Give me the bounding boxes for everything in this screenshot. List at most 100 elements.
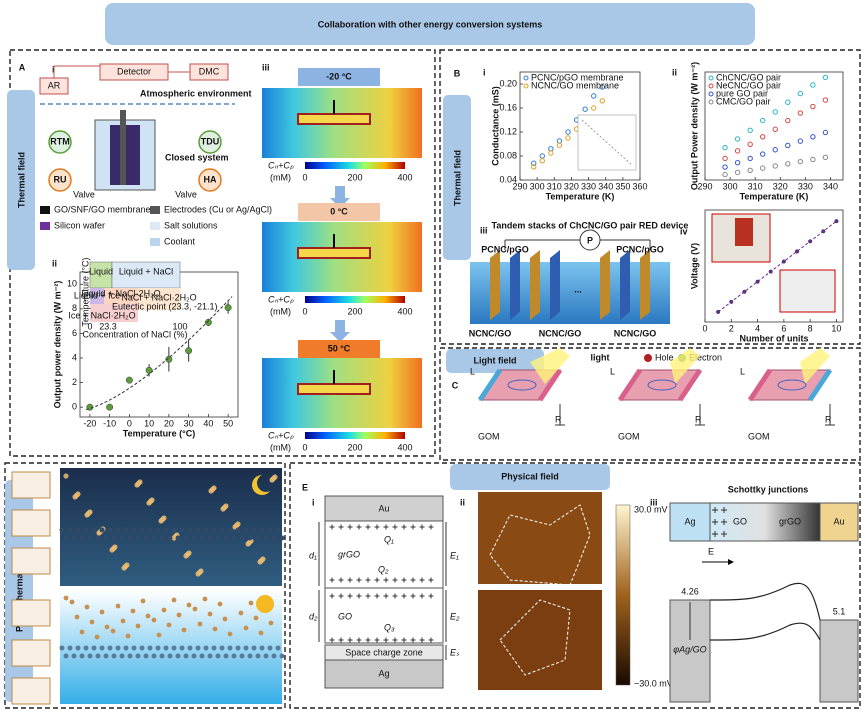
plus-sign xyxy=(410,577,416,583)
label: Eₛ xyxy=(450,647,460,657)
label: Q₂ xyxy=(378,564,389,574)
data-point xyxy=(797,158,804,165)
membrane-atom xyxy=(107,645,113,651)
label: Space charge zone xyxy=(345,647,423,657)
ion xyxy=(257,559,263,565)
legend-label: NeCNC/GO pair xyxy=(716,80,781,90)
label: 0 xyxy=(302,172,307,182)
data-point xyxy=(742,289,747,294)
membrane-atom xyxy=(111,653,117,659)
label: GO xyxy=(338,611,352,621)
label: ... xyxy=(574,284,582,294)
arrow xyxy=(330,320,350,342)
plus-sign xyxy=(392,593,398,599)
membrane-atom xyxy=(131,527,137,533)
sun xyxy=(256,595,274,613)
plus-sign xyxy=(365,524,371,530)
membrane-atom xyxy=(115,527,121,533)
membrane-atom xyxy=(227,645,233,651)
label: R xyxy=(695,414,702,424)
plus-sign xyxy=(365,637,371,643)
label: Eutectic point (23.3, -21.1) xyxy=(112,301,218,311)
flake-outline xyxy=(499,599,571,676)
membrane-atom xyxy=(175,653,181,659)
membrane xyxy=(640,250,650,320)
ion xyxy=(94,634,100,640)
membrane-atom xyxy=(99,645,105,651)
membrane-atom xyxy=(67,645,73,651)
data-point xyxy=(785,117,791,124)
label: E xyxy=(708,546,714,556)
plus-sign xyxy=(428,524,434,530)
data-point xyxy=(591,105,597,111)
membrane-atom xyxy=(71,535,77,541)
membrane-atom xyxy=(243,645,249,651)
data-point xyxy=(797,90,804,97)
membrane-atom xyxy=(63,653,69,659)
label: 0 °C xyxy=(330,206,348,216)
shape xyxy=(709,502,821,542)
plus-sign xyxy=(383,524,389,530)
membrane-atom xyxy=(171,527,177,533)
plus-sign xyxy=(329,577,335,583)
title-box xyxy=(105,3,755,45)
node xyxy=(198,130,222,154)
membrane-atom xyxy=(183,535,189,541)
ion xyxy=(268,620,274,626)
ion xyxy=(253,615,259,621)
label: GOM xyxy=(748,431,770,441)
ion xyxy=(166,622,172,628)
label: 100 xyxy=(172,321,187,331)
plus-sign xyxy=(401,593,407,599)
membrane-atom xyxy=(59,645,65,651)
y-tick-label: 0 xyxy=(72,402,77,412)
y-tick-label: 0.12 xyxy=(499,126,517,136)
membrane xyxy=(490,250,500,320)
plus-sign xyxy=(356,637,362,643)
label: Detector xyxy=(117,66,151,76)
ion xyxy=(63,473,69,479)
label: 200 xyxy=(347,442,362,452)
label: P xyxy=(587,235,593,245)
ion xyxy=(192,606,198,612)
panel-frames xyxy=(4,49,861,709)
ion xyxy=(104,624,110,630)
label: 400 xyxy=(397,172,412,182)
flake-outline xyxy=(489,504,591,586)
data-point xyxy=(760,117,766,124)
side-label: Photo-thermal field xyxy=(14,550,24,632)
data-point xyxy=(822,129,829,136)
x-tick-label: 330 xyxy=(798,181,813,191)
x-tick-label: 310 xyxy=(748,181,763,191)
membrane-atom xyxy=(123,645,129,651)
membrane-atom xyxy=(191,653,197,659)
plus-sign xyxy=(356,577,362,583)
ion xyxy=(156,632,162,638)
membrane-atom xyxy=(91,645,97,651)
label: Tandem stacks of ChCNC/GO pair RED devic… xyxy=(492,220,689,230)
plus-sign xyxy=(329,593,335,599)
shape xyxy=(669,502,711,542)
page-title: Collaboration with other energy conversi… xyxy=(318,19,543,29)
label: Valve xyxy=(175,189,197,199)
data-point xyxy=(747,167,753,173)
membrane-atom xyxy=(119,653,125,659)
panel-letter: B xyxy=(454,68,461,78)
data-point xyxy=(224,304,232,312)
label: Au xyxy=(833,516,844,526)
membrane-atom xyxy=(275,527,281,533)
membrane-atom xyxy=(83,645,89,651)
plus-sign xyxy=(410,593,416,599)
plus-sign xyxy=(383,593,389,599)
label: iv xyxy=(680,226,688,236)
membrane-atom xyxy=(275,645,281,651)
shape xyxy=(120,110,126,185)
label: 4.26 xyxy=(681,586,699,596)
label: L xyxy=(740,366,745,376)
shape xyxy=(819,502,859,542)
data-point xyxy=(834,219,839,224)
label: R xyxy=(555,414,562,424)
x-tick-label: 330 xyxy=(581,181,596,191)
membrane-atom xyxy=(135,535,141,541)
data-point xyxy=(722,164,728,170)
